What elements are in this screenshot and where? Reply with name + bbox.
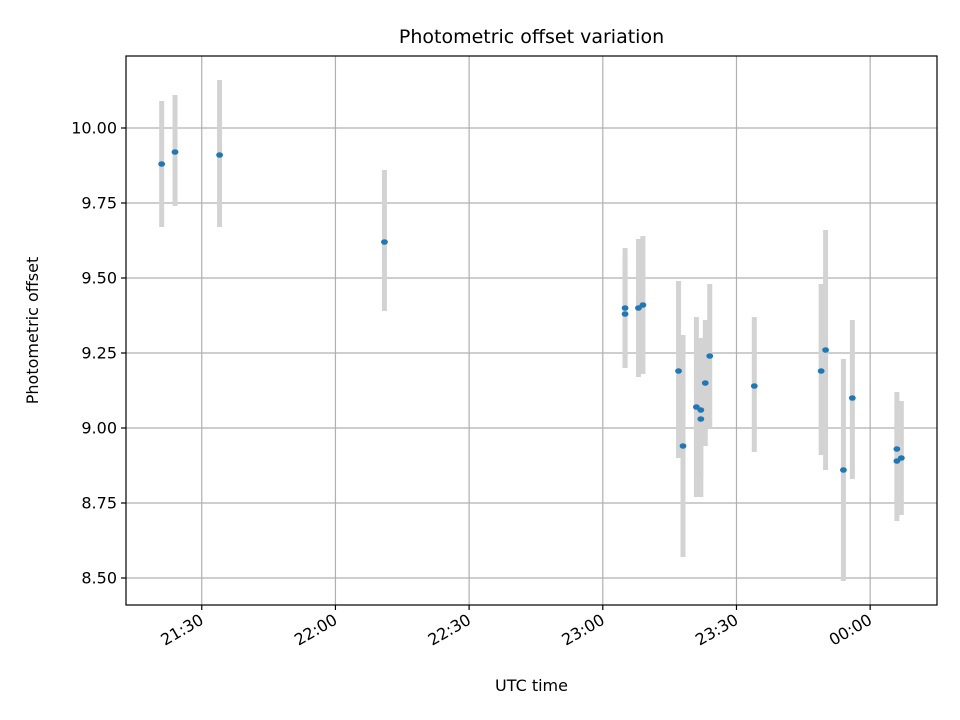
y-axis-ticks: 8.50 8.75 9.00 9.25 9.50 9.75 10.00 (71, 119, 126, 588)
data-points (158, 149, 905, 473)
data-point (679, 443, 687, 449)
data-point (158, 161, 166, 167)
chart-title: Photometric offset variation (399, 26, 664, 48)
grid-lines (126, 56, 937, 605)
y-tick-label: 8.50 (81, 569, 117, 588)
data-point (621, 305, 629, 311)
y-tick-label: 9.25 (81, 344, 117, 363)
y-axis-label: Photometric offset (23, 257, 42, 405)
data-point (822, 347, 829, 353)
plot-frame (125, 55, 938, 606)
data-point (848, 395, 856, 401)
y-tick-label: 9.50 (81, 269, 117, 288)
data-point (697, 407, 705, 413)
data-point (750, 383, 758, 389)
data-point (897, 455, 905, 461)
data-point (639, 302, 647, 308)
data-point (216, 152, 223, 158)
data-point (817, 368, 825, 374)
data-point (706, 353, 714, 359)
data-point (697, 416, 705, 422)
y-tick-label: 8.75 (81, 494, 117, 513)
x-axis-label: UTC time (495, 676, 568, 695)
data-point (621, 311, 629, 317)
data-point (701, 380, 709, 386)
data-point (381, 239, 388, 245)
y-tick-label: 10.00 (71, 119, 117, 138)
data-point (893, 446, 901, 452)
data-point (171, 149, 179, 155)
y-tick-label: 9.00 (81, 419, 117, 438)
data-point (840, 467, 847, 473)
y-tick-label: 9.75 (81, 194, 117, 213)
data-point (675, 368, 682, 374)
